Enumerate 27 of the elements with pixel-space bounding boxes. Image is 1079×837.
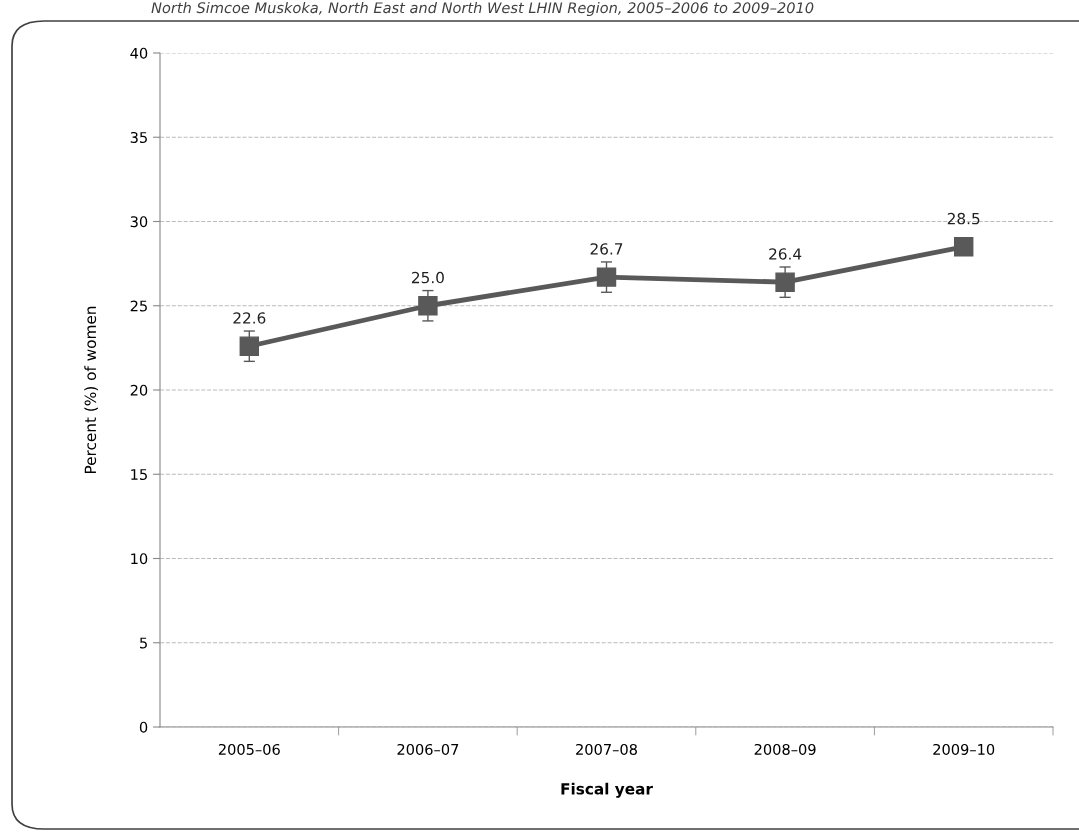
y-tick-label: 20 — [130, 384, 148, 396]
point — [953, 237, 974, 257]
x-tick-label: 2007–08 — [576, 743, 637, 755]
y-tick-label: 5 — [140, 637, 147, 649]
data-label: 22.6 — [233, 312, 266, 324]
x-tick-label: 2005–06 — [218, 743, 280, 755]
x-tick-label: 2006–07 — [397, 743, 459, 755]
y-tick-label: 25 — [130, 300, 147, 312]
y-tick-label: 10 — [131, 553, 148, 565]
y-tick-label: 30 — [130, 216, 148, 228]
x-tick-label: 2008–09 — [754, 743, 816, 755]
data-label: 28.5 — [947, 212, 980, 225]
data-label: 26.7 — [590, 243, 623, 255]
data-label: 25.0 — [412, 271, 444, 284]
y-tick-label: 15 — [131, 469, 147, 480]
chart-title: North Simcoe Muskoka, North East and North West LHIN Region, 2005–2006 to 2009–2010 — [151, 1, 814, 17]
y-tick-label: 40 — [130, 47, 148, 59]
y-axis-title: Percent (%) of women — [84, 306, 98, 473]
point — [775, 272, 795, 292]
x-axis-title: Fiscal year — [561, 782, 653, 798]
point — [418, 296, 438, 316]
y-tick-label: 35 — [130, 131, 147, 143]
y-tick-label: 0 — [139, 721, 148, 733]
point — [596, 267, 617, 287]
x-tick-label: 2009–10 — [933, 743, 995, 755]
point — [239, 336, 260, 356]
data-label: 26.4 — [769, 248, 802, 260]
